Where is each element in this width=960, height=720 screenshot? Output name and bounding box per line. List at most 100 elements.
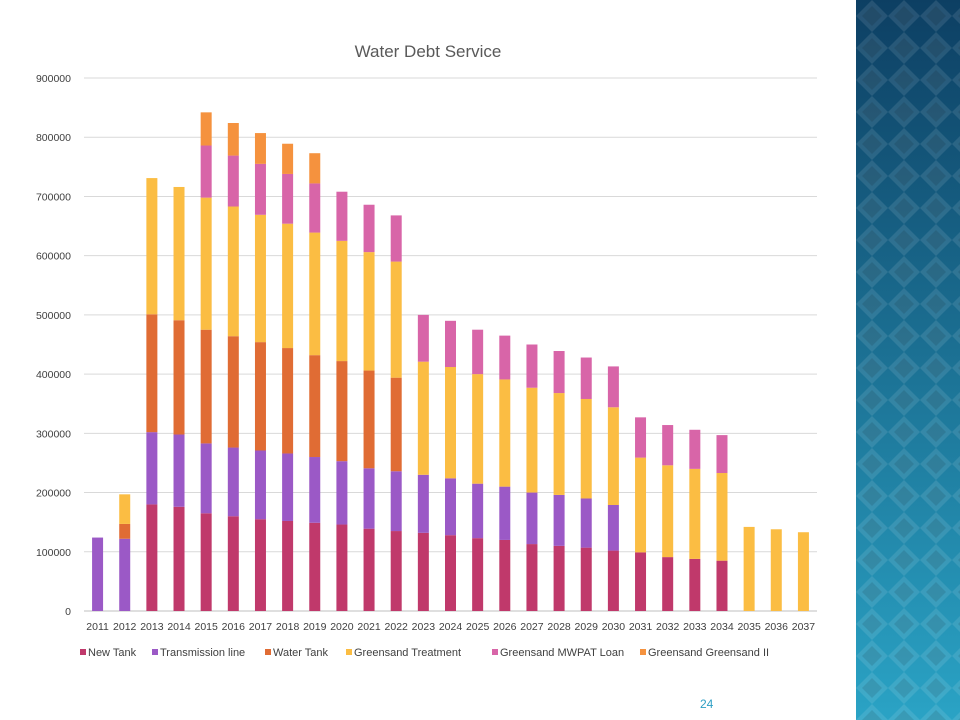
- x-tick-label: 2019: [303, 621, 327, 633]
- bar-segment: [526, 544, 538, 611]
- bar-segment: [390, 471, 402, 532]
- bar-segment: [363, 370, 375, 469]
- bar-segment: [526, 344, 538, 388]
- bar-segment: [607, 504, 619, 551]
- x-tick-label: 2011: [86, 621, 109, 633]
- x-tick-label: 2037: [792, 621, 816, 633]
- legend-swatch: [492, 649, 498, 655]
- bar-segment: [173, 186, 185, 321]
- bar-segment: [499, 379, 511, 487]
- bar-segment: [336, 461, 348, 525]
- bar-segment: [309, 153, 321, 184]
- x-tick-label: 2025: [466, 621, 490, 633]
- legend-label: Greensand Treatment: [354, 647, 461, 659]
- bar-segment: [200, 112, 212, 146]
- bar-segment: [390, 261, 402, 378]
- legend-swatch: [152, 649, 158, 655]
- bar-segment: [716, 560, 728, 611]
- bar-segment: [227, 155, 239, 207]
- bar-segment: [417, 532, 429, 611]
- x-tick-label: 2034: [710, 621, 734, 633]
- x-tick-label: 2023: [412, 621, 436, 633]
- bar-segment: [119, 538, 131, 611]
- bar-segment: [309, 183, 321, 233]
- y-tick-label: 600000: [36, 251, 71, 263]
- bar-segment: [254, 214, 266, 343]
- x-tick-label: 2016: [222, 621, 246, 633]
- bar-segment: [200, 329, 212, 444]
- bar-segment: [472, 483, 484, 539]
- bar-segment: [336, 524, 348, 611]
- bar-segment: [200, 145, 212, 198]
- bar-segment: [716, 473, 728, 561]
- x-tick-label: 2015: [194, 621, 218, 633]
- x-tick-label: 2017: [249, 621, 273, 633]
- y-tick-label: 500000: [36, 310, 71, 322]
- bar-segment: [146, 504, 158, 611]
- bar-segment: [309, 232, 321, 356]
- legend-swatch: [346, 649, 352, 655]
- bar-segment: [363, 528, 375, 611]
- bar-segment: [119, 494, 131, 524]
- bar-segment: [607, 366, 619, 408]
- decorative-side-panel: [856, 0, 960, 720]
- bar-segment: [173, 506, 185, 611]
- bar-segment: [445, 535, 456, 611]
- x-tick-label: 2036: [765, 621, 789, 633]
- y-tick-label: 900000: [36, 73, 71, 85]
- bar-segment: [580, 357, 592, 399]
- legend-item: Greensand MWPAT Loan: [492, 647, 624, 659]
- x-tick-label: 2029: [575, 621, 599, 633]
- bar-segment: [363, 252, 375, 371]
- x-tick-label: 2020: [330, 621, 354, 633]
- bar-segment: [580, 547, 592, 611]
- y-tick-label: 0: [65, 606, 71, 618]
- bar-segment: [363, 204, 375, 253]
- bar-segment: [417, 474, 429, 533]
- bar-segment: [282, 453, 294, 521]
- bar-segment: [254, 342, 266, 451]
- bar-segment: [390, 215, 402, 262]
- bar-segment: [499, 335, 511, 380]
- bar-segment: [336, 191, 348, 241]
- chart-title: Water Debt Service: [355, 42, 502, 61]
- bar-segment: [607, 407, 619, 505]
- bar-segment: [662, 465, 674, 558]
- legend-item: Greensand Treatment: [346, 647, 461, 659]
- bar-segment: [445, 478, 456, 536]
- legend-swatch: [640, 649, 646, 655]
- bar-segment: [336, 361, 348, 462]
- water-debt-service-chart: Water Debt Service 0 100000 200000 300000 40…: [36, 42, 817, 659]
- y-tick-label: 400000: [36, 369, 71, 381]
- bar-segment: [200, 197, 212, 330]
- bar-segment: [716, 435, 728, 474]
- bar-segment: [472, 374, 484, 484]
- bar-segment: [227, 447, 239, 517]
- bar-segment: [282, 223, 294, 349]
- x-tick-label: 2028: [547, 621, 571, 633]
- bar-segment: [309, 355, 321, 458]
- bar-segment: [472, 329, 484, 375]
- x-tick-label: 2024: [439, 621, 463, 633]
- bar-segment: [662, 557, 674, 611]
- legend-swatch: [80, 649, 86, 655]
- legend-label: Water Tank: [273, 647, 329, 659]
- bar-segment: [472, 538, 484, 611]
- y-tick-label: 200000: [36, 488, 71, 500]
- bars: [92, 112, 809, 611]
- bar-segment: [580, 398, 592, 499]
- legend-label: Greensand Greensand II: [648, 647, 769, 659]
- bar-segment: [336, 240, 348, 362]
- bar-segment: [770, 529, 782, 611]
- y-tick-label: 800000: [36, 132, 71, 144]
- legend-label: New Tank: [88, 647, 137, 659]
- legend: New Tank Transmission line Water Tank Green…: [80, 647, 769, 659]
- x-tick-label: 2021: [357, 621, 381, 633]
- bar-segment: [553, 545, 565, 611]
- page-number: 24: [700, 697, 714, 711]
- bar-segment: [499, 486, 511, 540]
- x-tick-label: 2032: [656, 621, 680, 633]
- legend-swatch: [265, 649, 271, 655]
- legend-label: Transmission line: [160, 647, 245, 659]
- bar-segment: [689, 558, 701, 611]
